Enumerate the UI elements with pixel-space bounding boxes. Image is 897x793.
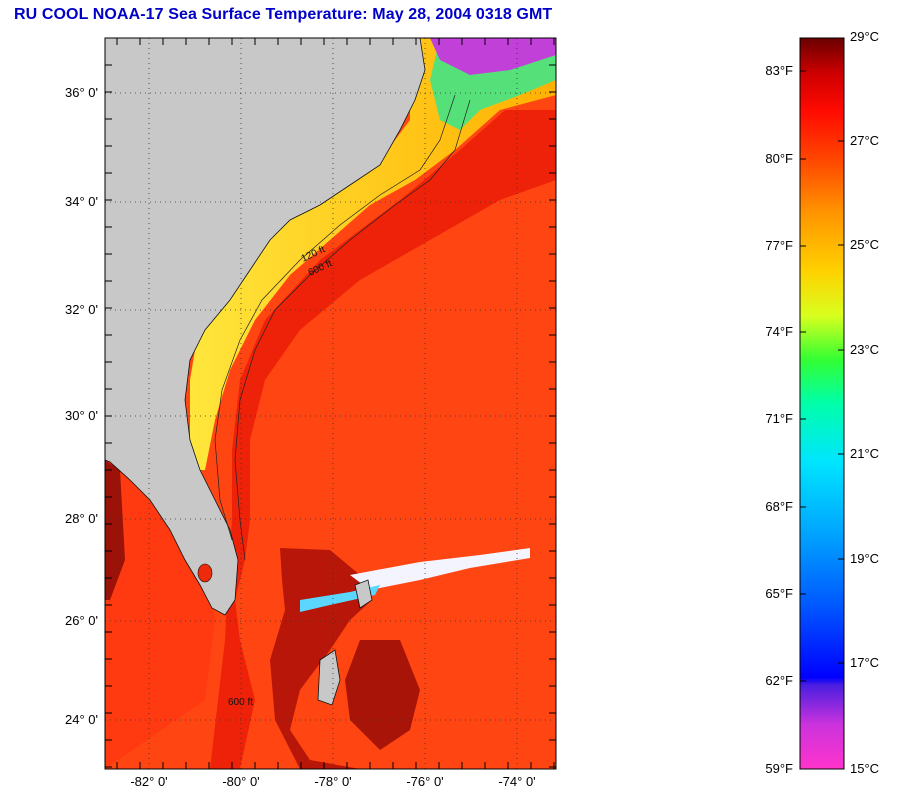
celsius-label: 27°C [850, 133, 880, 148]
fahrenheit-label: 71°F [765, 411, 793, 426]
lat-label: 24° 0' [65, 712, 98, 727]
axis-ticks [105, 37, 556, 769]
fahrenheit-label: 68°F [765, 499, 793, 514]
colorbar-ticks [800, 70, 844, 682]
lon-label: -82° 0' [130, 774, 168, 789]
gulf-dark-red-patch [105, 460, 125, 600]
bahamas-island-andros [317, 649, 341, 706]
celsius-label: 29°C [850, 29, 880, 44]
lon-label: -80° 0' [222, 774, 260, 789]
lat-label: 28° 0' [65, 511, 98, 526]
celsius-label: 19°C [850, 551, 880, 566]
colorbar [799, 37, 845, 770]
lat-label: 34° 0' [65, 194, 98, 209]
fahrenheit-label: 59°F [765, 761, 793, 776]
celsius-label: 15°C [850, 761, 880, 776]
celsius-label: 21°C [850, 446, 880, 461]
contour-120ft [214, 94, 456, 541]
us-mainland [105, 38, 426, 616]
bahamas-banks [270, 548, 372, 769]
map-frame [104, 37, 557, 770]
fahrenheit-label: 80°F [765, 151, 793, 166]
contour-label-600ft-south: 600 ft [228, 697, 253, 708]
celsius-label: 17°C [850, 655, 880, 670]
lat-label: 36° 0' [65, 85, 98, 100]
lon-label: -78° 0' [314, 774, 352, 789]
gulf-stream [210, 110, 556, 769]
fahrenheit-label: 74°F [765, 324, 793, 339]
lat-label: 30° 0' [65, 408, 98, 423]
lake-okeechobee [197, 563, 213, 583]
lon-label: -74° 0' [498, 774, 536, 789]
bahamas-island-abaco [354, 579, 373, 609]
fahrenheit-label: 77°F [765, 238, 793, 253]
lat-label: 26° 0' [65, 613, 98, 628]
contour-600ft [234, 99, 471, 561]
fahrenheit-label: 62°F [765, 673, 793, 688]
lon-label: -76° 0' [406, 774, 444, 789]
celsius-label: 23°C [850, 342, 880, 357]
graticule [105, 38, 556, 769]
page-title: RU COOL NOAA-17 Sea Surface Temperature:… [14, 6, 553, 23]
celsius-label: 25°C [850, 237, 880, 252]
fahrenheit-label: 83°F [765, 63, 793, 78]
fahrenheit-label: 65°F [765, 586, 793, 601]
lat-label: 32° 0' [65, 302, 98, 317]
cloud-streak [350, 548, 530, 590]
cold-water-north-core [430, 38, 556, 75]
bahamas-banks-east [345, 640, 420, 750]
